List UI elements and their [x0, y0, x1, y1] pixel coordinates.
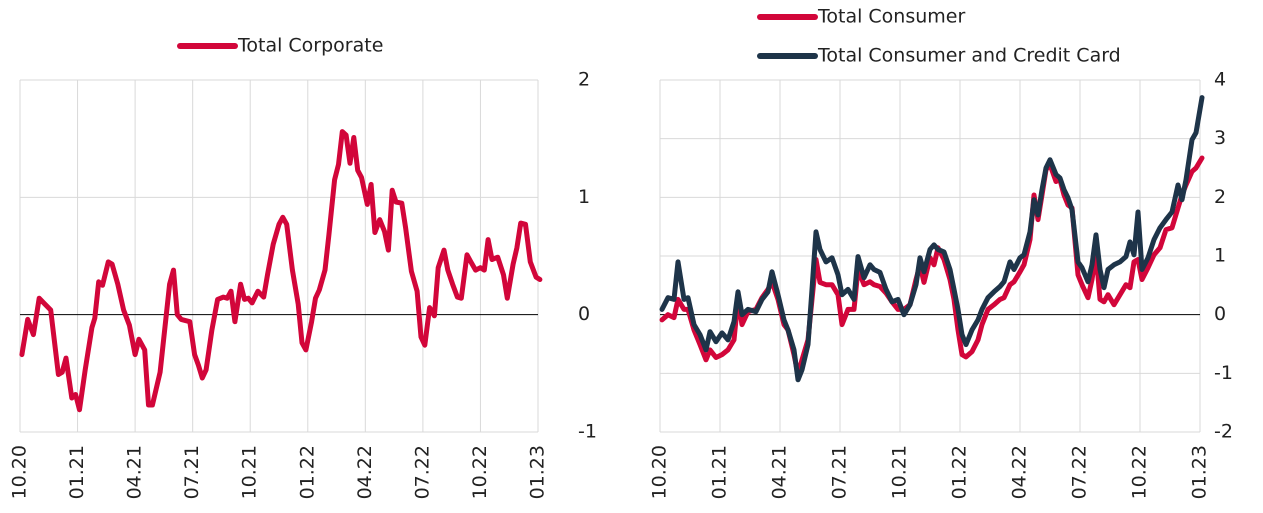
x-tick-label: 01.23	[1189, 445, 1211, 499]
y-tick-label: 2	[578, 69, 590, 91]
x-tick-label: 10.20	[649, 445, 671, 499]
y-tick-label: 3	[1214, 127, 1226, 149]
y-tick-label: 0	[1214, 303, 1226, 325]
x-tick-label: 01.22	[949, 445, 971, 499]
y-tick-label: 1	[1214, 245, 1226, 267]
series-line	[19, 129, 543, 413]
legend-label: Total Corporate	[237, 35, 383, 57]
y-tick-label: -1	[578, 421, 597, 443]
x-tick-label: 10.22	[469, 445, 491, 499]
x-tick-label: 01.21	[66, 445, 88, 499]
x-tick-label: 10.22	[1129, 445, 1151, 499]
x-tick-label: 10.21	[239, 445, 261, 499]
series-line	[659, 155, 1205, 377]
x-tick-label: 07.22	[411, 445, 433, 499]
x-tick-label: 07.21	[181, 445, 203, 499]
y-tick-label: 1	[578, 186, 590, 208]
x-tick-label: 01.22	[296, 445, 318, 499]
x-tick-label: 07.21	[829, 445, 851, 499]
legend-label: Total Consumer	[817, 6, 965, 28]
x-tick-label: 01.23	[527, 445, 549, 499]
x-tick-label: 04.21	[769, 445, 791, 499]
y-tick-label: -2	[1214, 421, 1233, 443]
x-tick-label: 10.21	[889, 445, 911, 499]
x-tick-label: 04.21	[124, 445, 146, 499]
x-tick-label: 01.21	[709, 445, 731, 499]
x-tick-label: 10.20	[9, 445, 31, 499]
y-tick-label: 0	[578, 303, 590, 325]
series-line	[659, 95, 1205, 383]
x-tick-label: 07.22	[1069, 445, 1091, 499]
legend-label: Total Consumer and Credit Card	[817, 45, 1121, 67]
y-tick-label: -1	[1214, 362, 1233, 384]
x-tick-label: 04.22	[1009, 445, 1031, 499]
x-tick-label: 04.22	[354, 445, 376, 499]
y-tick-label: 4	[1214, 69, 1226, 91]
y-tick-label: 2	[1214, 186, 1226, 208]
